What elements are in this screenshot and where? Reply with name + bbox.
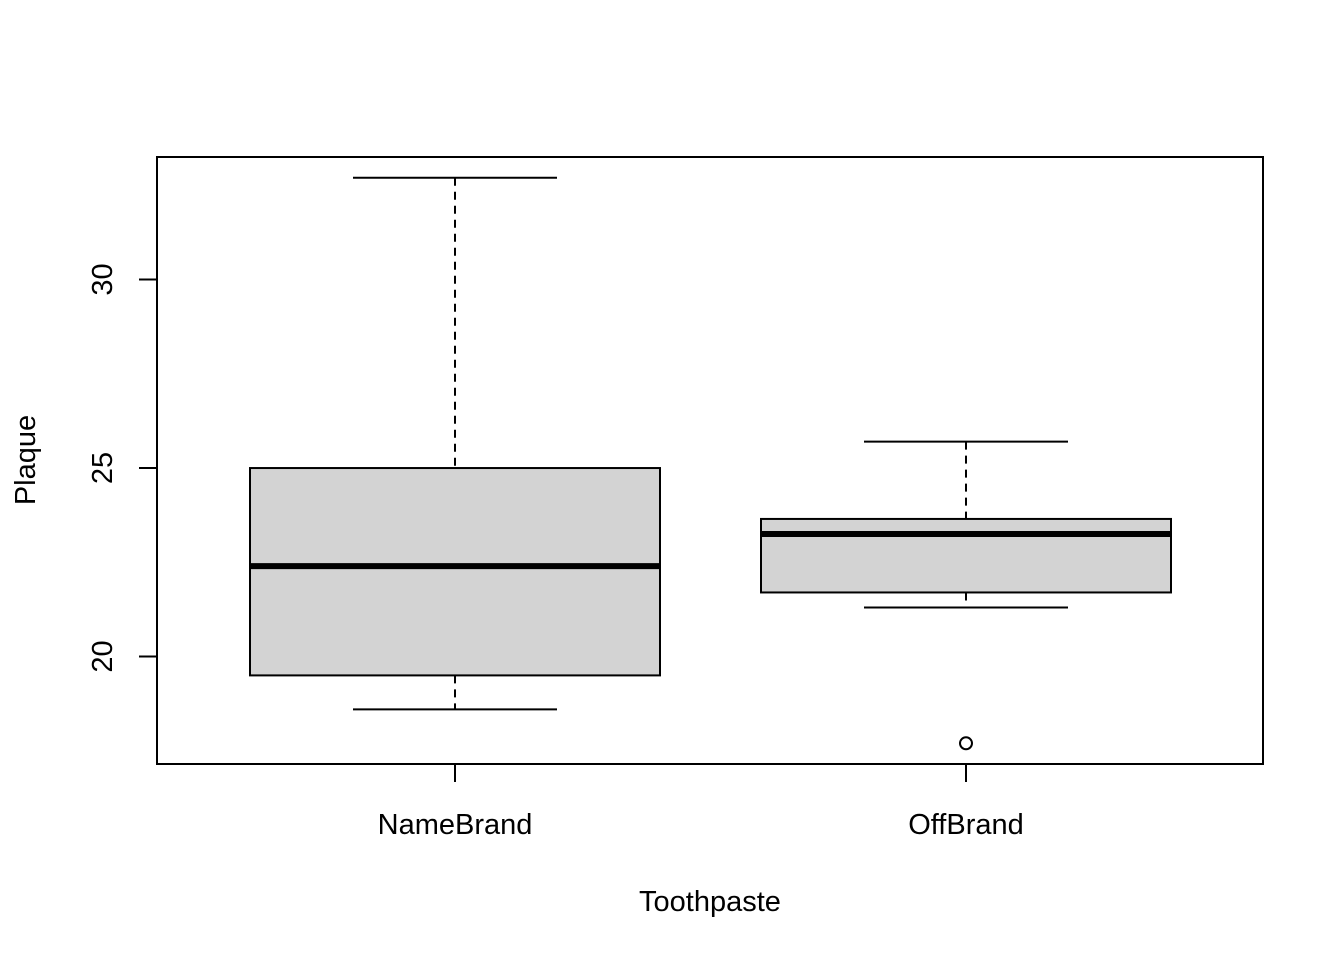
y-tick-label: 25 [87,452,119,484]
x-axis-title: Toothpaste [639,886,781,918]
y-axis: 20 25 30 [87,263,158,673]
outlier-point [959,736,973,751]
x-tick-label: OffBrand [908,809,1024,841]
box-iqr [760,517,1172,594]
box-group-namebrand [249,176,661,711]
x-axis: NameBrand OffBrand [378,764,1024,841]
y-axis-title: Plaque [10,415,42,505]
x-tick-label: NameBrand [378,809,533,841]
box-group-offbrand [760,440,1172,751]
boxes-layer [249,176,1172,751]
box-iqr [249,467,661,677]
y-tick-label: 20 [87,640,119,672]
y-tick-label: 30 [87,263,119,295]
